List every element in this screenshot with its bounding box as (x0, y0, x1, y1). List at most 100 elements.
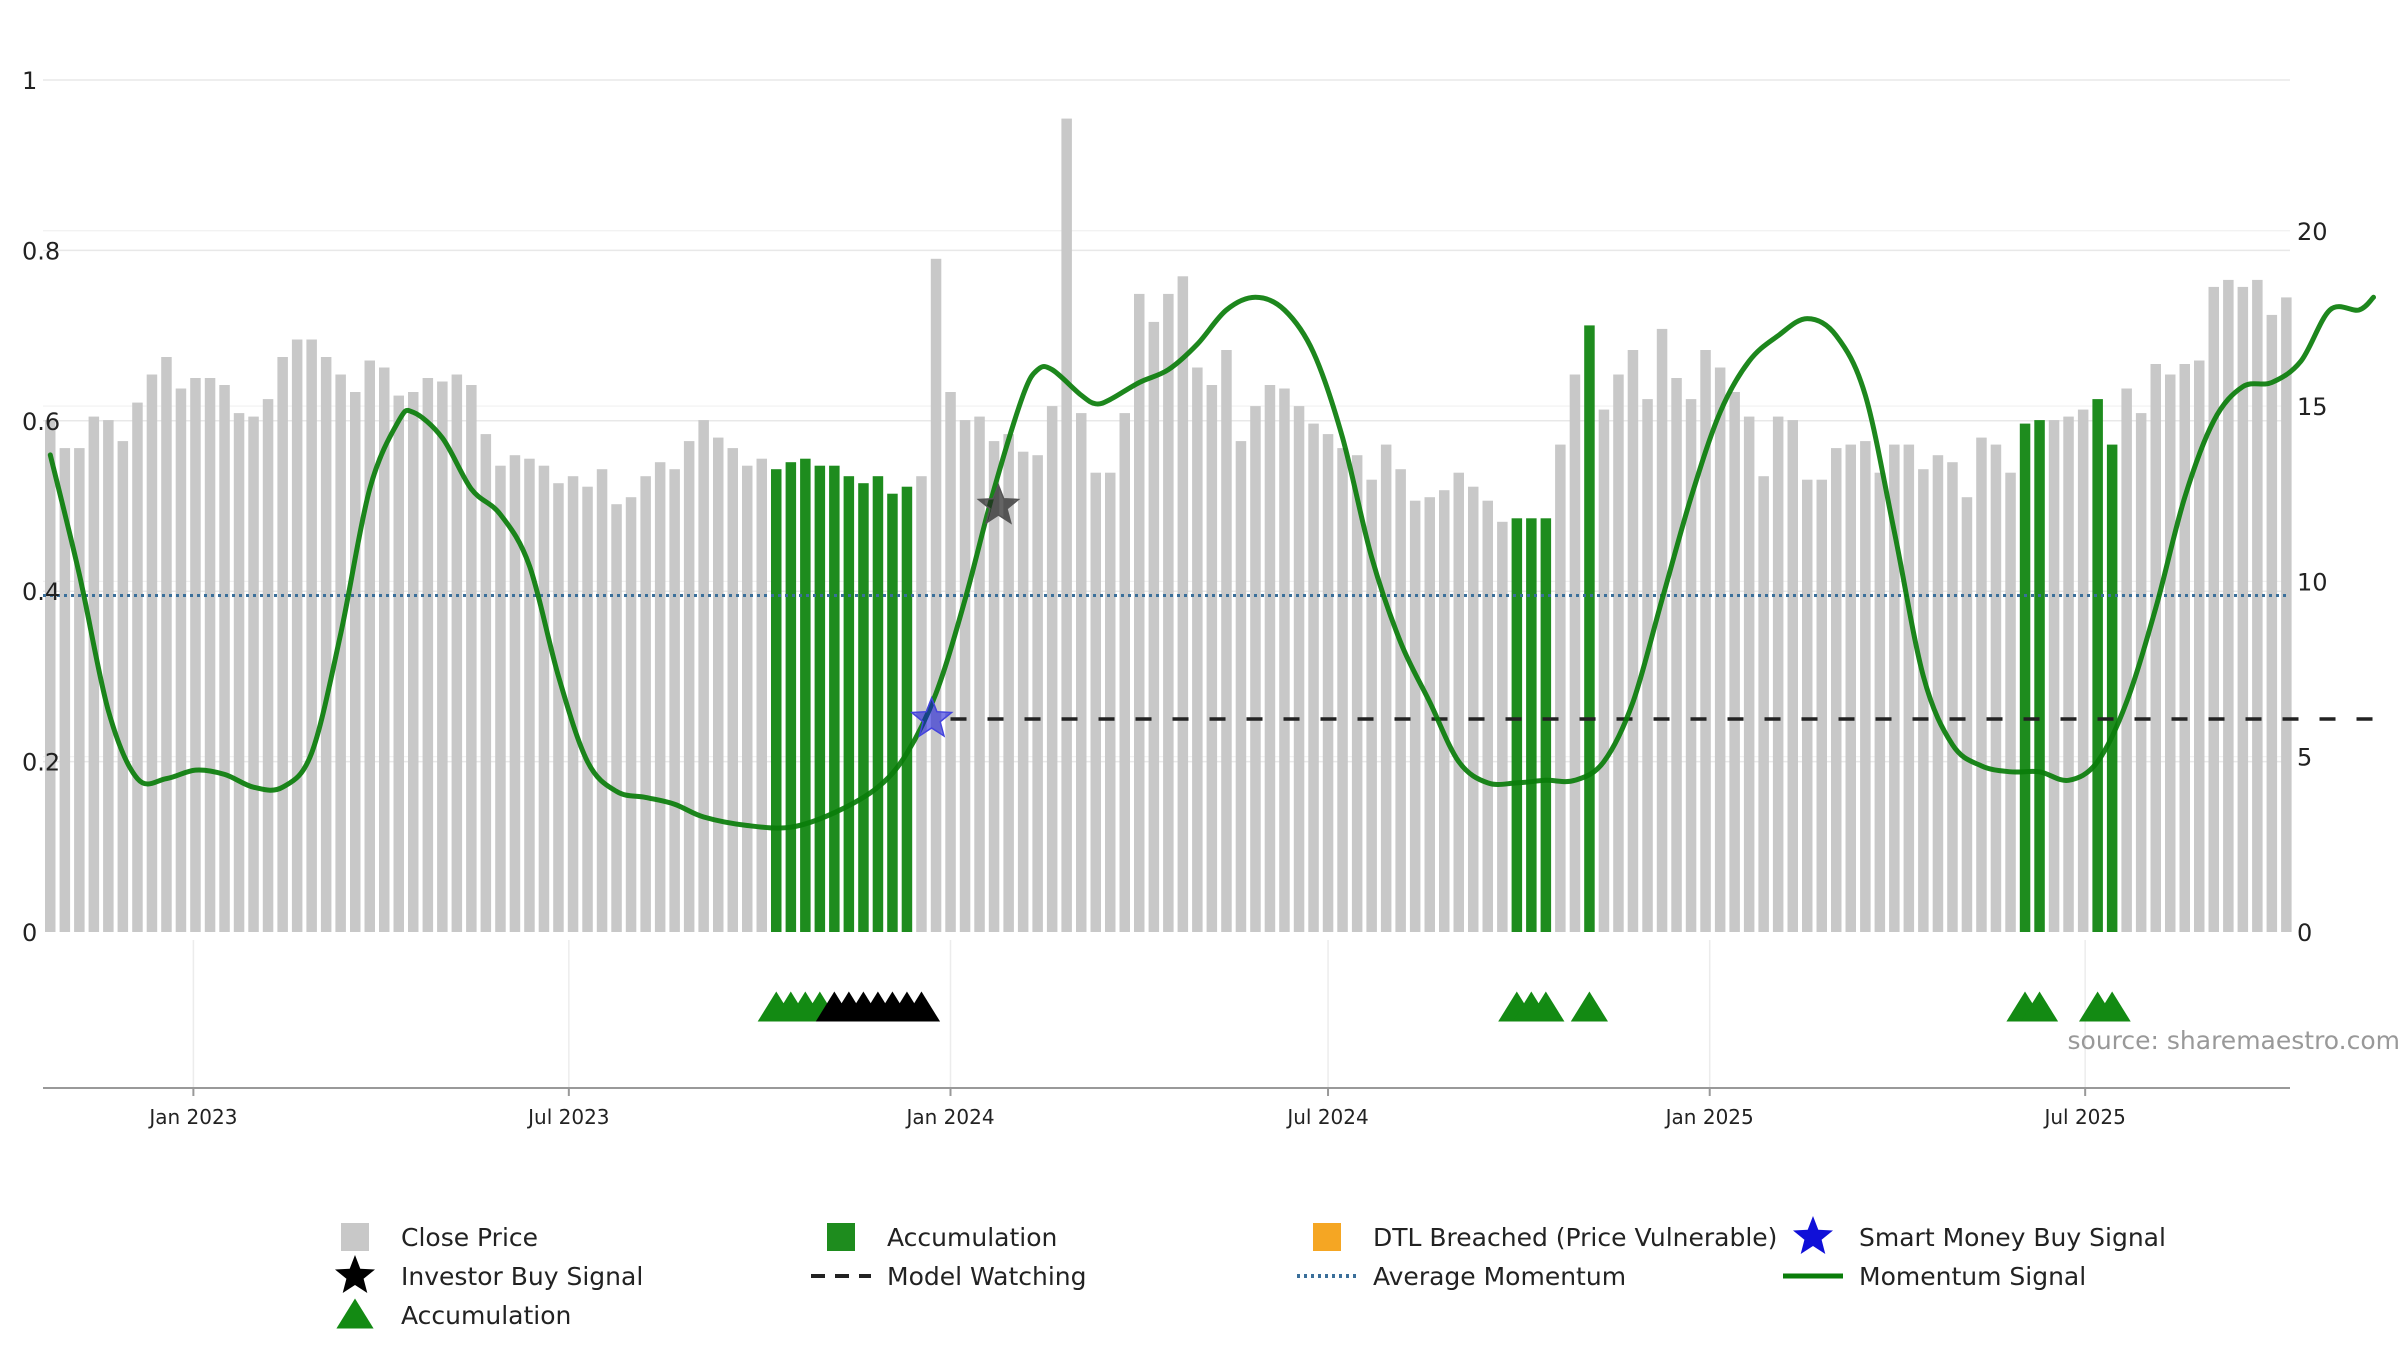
accumulation-bar (887, 494, 898, 932)
accumulation-bar (2107, 445, 2118, 932)
legend-label: Investor Buy Signal (401, 1262, 643, 1291)
left-axis-tick-label: 0 (22, 919, 37, 947)
price-bar (1947, 462, 1958, 932)
price-bar (698, 420, 709, 932)
price-bar (757, 459, 768, 932)
accumulation-bar (1541, 518, 1552, 932)
price-bar (1352, 455, 1363, 932)
price-bar (219, 385, 230, 932)
price-bar (1149, 322, 1160, 932)
price-bar (1860, 441, 1871, 932)
left-axis-tick-label: 0.8 (22, 237, 60, 265)
accumulation-bar (771, 469, 782, 932)
price-bar (2223, 280, 2234, 932)
price-bar (974, 417, 985, 932)
price-bar (582, 487, 593, 932)
price-bar (669, 469, 680, 932)
price-bar (1788, 420, 1799, 932)
price-bar (1120, 413, 1131, 932)
x-axis-tick-label: Jan 2024 (904, 1105, 994, 1129)
price-bar (1918, 469, 1929, 932)
price-bar (1599, 410, 1610, 932)
accumulation-bar (1526, 518, 1537, 932)
legend-item: Close Price (341, 1223, 538, 1252)
price-bar (1410, 501, 1421, 932)
price-bar (1192, 368, 1203, 933)
price-bar (1904, 445, 1915, 932)
price-bar (1047, 406, 1058, 932)
price-bar (2281, 297, 2292, 932)
price-bar (611, 504, 622, 932)
legend-item: Investor Buy Signal (335, 1255, 643, 1293)
price-bar (1657, 329, 1668, 932)
price-bar (394, 396, 405, 932)
legend-label: Model Watching (887, 1262, 1087, 1291)
price-bar (1628, 350, 1639, 932)
price-bar (2121, 389, 2132, 933)
price-bar (132, 403, 143, 932)
price-bar (2078, 410, 2089, 932)
accumulation-bar (800, 459, 811, 932)
accumulation-bar (786, 462, 797, 932)
price-bar (1105, 473, 1116, 932)
x-axis-tick-label: Jul 2024 (1285, 1105, 1368, 1129)
price-bar (1265, 385, 1276, 932)
source-credit: source: sharemaestro.com (2068, 1026, 2400, 1055)
price-bar (1279, 389, 1290, 933)
price-bar (1178, 276, 1189, 932)
price-bar (1454, 473, 1465, 932)
price-bar (655, 462, 666, 932)
price-bar (742, 466, 753, 932)
price-bar (2267, 315, 2278, 932)
price-bar (365, 361, 376, 933)
accumulation-bar (815, 466, 826, 932)
price-bar (437, 382, 448, 933)
right-axis-tick-label: 5 (2297, 744, 2312, 772)
accumulation-bar (2092, 399, 2103, 932)
accumulation-bar (858, 483, 869, 932)
x-axis-tick-label: Jan 2023 (147, 1105, 237, 1129)
right-axis-tick-label: 20 (2297, 218, 2328, 246)
right-axis-tick-label: 15 (2297, 393, 2328, 421)
price-bar (1831, 448, 1842, 932)
price-bar (1976, 438, 1987, 932)
price-bar (1802, 480, 1813, 932)
left-axis-tick-label: 0.4 (22, 578, 60, 606)
price-bar (1236, 441, 1247, 932)
price-bar (2252, 280, 2263, 932)
price-bar (1758, 476, 1769, 932)
right-axis-tick-label: 0 (2297, 919, 2312, 947)
price-bar (960, 420, 971, 932)
price-bar (1671, 378, 1682, 932)
price-bar (1744, 417, 1755, 932)
accumulation-bar (2034, 420, 2045, 932)
price-bar (1773, 417, 1784, 932)
accumulation-bar (873, 476, 884, 932)
price-bar (466, 385, 477, 932)
legend-item: Smart Money Buy Signal (1793, 1216, 2166, 1254)
accumulation-bar (1584, 325, 1595, 932)
legend-item: Accumulation (827, 1223, 1057, 1252)
price-bar (1715, 368, 1726, 933)
price-bar (640, 476, 651, 932)
price-bar (597, 469, 608, 932)
left-axis-tick-label: 0.2 (22, 749, 60, 777)
price-bar (1221, 350, 1232, 932)
price-bar (292, 340, 303, 933)
price-bar (1395, 469, 1406, 932)
price-bar (1962, 497, 1973, 932)
price-bar (1570, 375, 1581, 933)
legend-label: DTL Breached (Price Vulnerable) (1373, 1223, 1777, 1252)
price-bar (553, 483, 564, 932)
price-bar (1207, 385, 1218, 932)
price-bar (248, 417, 258, 932)
price-bar (147, 375, 158, 933)
price-bar (1308, 424, 1319, 932)
price-bar (916, 476, 927, 932)
price-bar (103, 420, 114, 932)
legend-item: Average Momentum (1297, 1262, 1626, 1291)
price-bar (1729, 392, 1740, 932)
price-bar (1323, 434, 1334, 932)
